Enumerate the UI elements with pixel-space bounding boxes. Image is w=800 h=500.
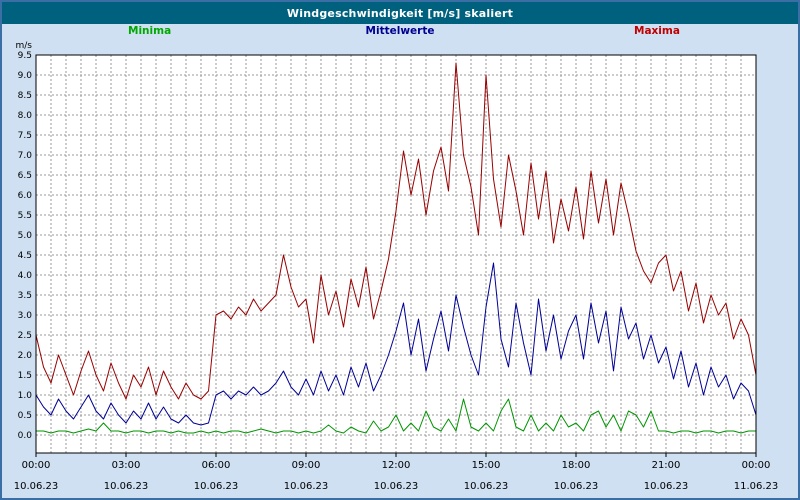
svg-text:2.0: 2.0	[18, 351, 33, 361]
svg-text:8.5: 8.5	[18, 91, 32, 101]
svg-text:4.0: 4.0	[18, 271, 33, 281]
svg-text:0.5: 0.5	[18, 411, 32, 421]
svg-text:00:00: 00:00	[22, 460, 51, 471]
svg-text:10.06.23: 10.06.23	[104, 481, 149, 492]
svg-text:6.0: 6.0	[18, 191, 33, 201]
svg-text:9.5: 9.5	[18, 51, 32, 61]
svg-text:9.0: 9.0	[18, 71, 33, 81]
svg-text:3.0: 3.0	[18, 311, 33, 321]
svg-text:5.5: 5.5	[18, 211, 32, 221]
svg-text:1.5: 1.5	[18, 371, 32, 381]
svg-text:4.5: 4.5	[18, 251, 32, 261]
svg-text:10.06.23: 10.06.23	[644, 481, 689, 492]
svg-text:7.5: 7.5	[18, 131, 32, 141]
svg-text:10.06.23: 10.06.23	[554, 481, 599, 492]
svg-text:2.5: 2.5	[18, 331, 32, 341]
svg-text:00:00: 00:00	[742, 460, 771, 471]
svg-text:3.5: 3.5	[18, 291, 32, 301]
svg-text:0.0: 0.0	[18, 431, 33, 441]
svg-text:10.06.23: 10.06.23	[284, 481, 329, 492]
title-bar: Windgeschwindigkeit [m/s] skaliert	[2, 2, 798, 24]
legend-item-minima: Minima	[128, 25, 172, 37]
svg-text:10.06.23: 10.06.23	[194, 481, 239, 492]
chart-legend: Minima Mittelwerte Maxima	[2, 24, 798, 40]
chart-canvas: 0.0 0.5 1.0 1.5 2.0 2.5 3.0 3.5 4.0 4.5 5.0 5.5 6.0 6…	[14, 41, 779, 492]
svg-text:06:00: 06:00	[202, 460, 231, 471]
svg-text:03:00: 03:00	[112, 460, 141, 471]
svg-text:10.06.23: 10.06.23	[374, 481, 419, 492]
svg-text:21:00: 21:00	[652, 460, 681, 471]
svg-text:10.06.23: 10.06.23	[464, 481, 509, 492]
svg-text:m/s: m/s	[16, 41, 33, 51]
svg-text:18:00: 18:00	[562, 460, 591, 471]
legend-item-mittelwerte: Mittelwerte	[365, 25, 435, 37]
svg-text:11.06.23: 11.06.23	[734, 481, 779, 492]
svg-text:6.5: 6.5	[18, 171, 32, 181]
svg-text:09:00: 09:00	[292, 460, 321, 471]
legend-item-maxima: Maxima	[634, 25, 680, 37]
svg-text:8.0: 8.0	[18, 111, 33, 121]
svg-text:10.06.23: 10.06.23	[14, 481, 59, 492]
svg-text:1.0: 1.0	[18, 391, 33, 401]
window-title: Windgeschwindigkeit [m/s] skaliert	[286, 6, 514, 20]
svg-text:15:00: 15:00	[472, 460, 501, 471]
svg-text:7.0: 7.0	[18, 151, 33, 161]
svg-text:5.0: 5.0	[18, 231, 33, 241]
svg-text:12:00: 12:00	[382, 460, 411, 471]
